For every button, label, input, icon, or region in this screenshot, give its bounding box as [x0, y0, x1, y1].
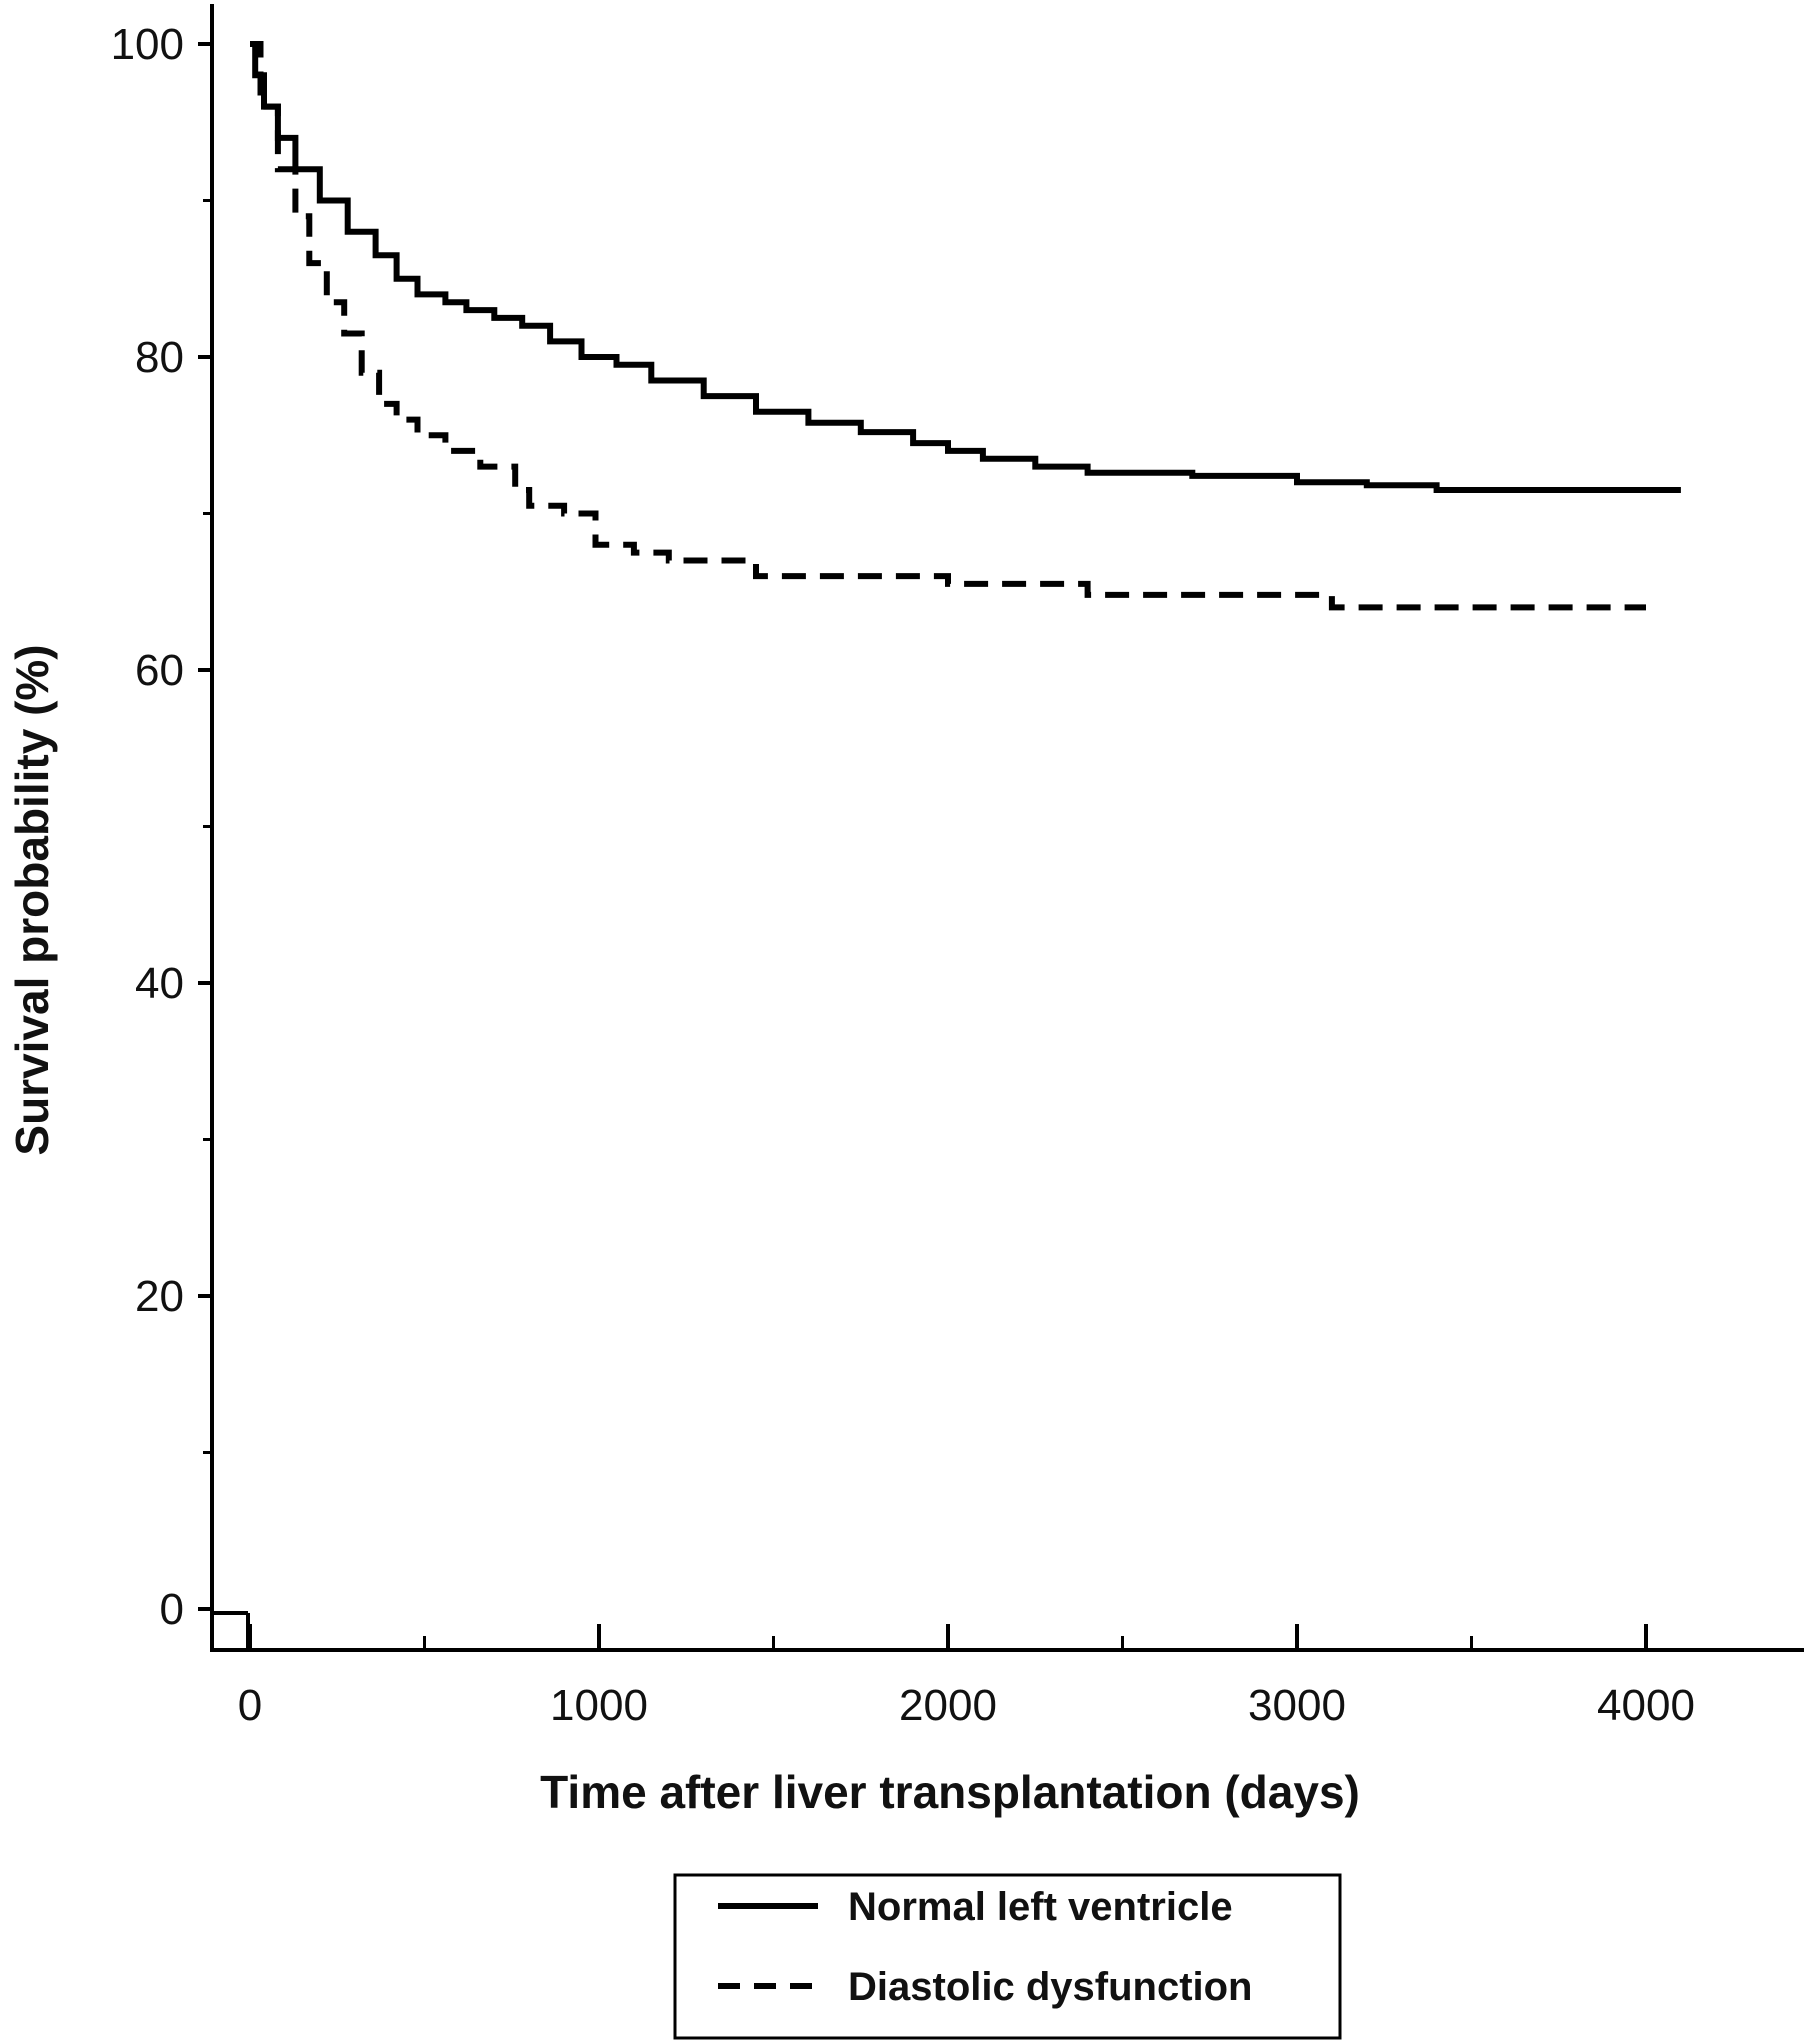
series-group [250, 41, 1681, 611]
y-tick-label: 40 [135, 959, 184, 1008]
legend-label-normal: Normal left ventricle [848, 1885, 1233, 1929]
y-axis-title: Survival probability (%) [6, 644, 58, 1155]
legend-label-diastolic: Diastolic dysfunction [848, 1965, 1253, 2009]
x-tick-label: 2000 [899, 1681, 997, 1730]
x-tick-label: 0 [238, 1681, 262, 1730]
y-tick-label: 80 [135, 333, 184, 382]
legend: Normal left ventricle Diastolic dysfunct… [673, 1873, 1342, 2040]
axes [210, 4, 1804, 1652]
y-tick-label: 60 [135, 646, 184, 695]
x-axis-title: Time after liver transplantation (days) [540, 1766, 1360, 1818]
y-tick-label: 100 [111, 20, 184, 69]
y-tick-label: 0 [160, 1585, 184, 1634]
x-tick-label: 4000 [1597, 1681, 1695, 1730]
ticks [198, 42, 1648, 1650]
y-tick-label: 20 [135, 1272, 184, 1321]
series-line-diastolic-dysfunction [250, 41, 1646, 611]
x-tick-label: 3000 [1248, 1681, 1346, 1730]
legend-box [673, 1873, 1342, 2040]
x-tick-label: 1000 [550, 1681, 648, 1730]
series-line-normal-left-ventricle [250, 41, 1681, 493]
